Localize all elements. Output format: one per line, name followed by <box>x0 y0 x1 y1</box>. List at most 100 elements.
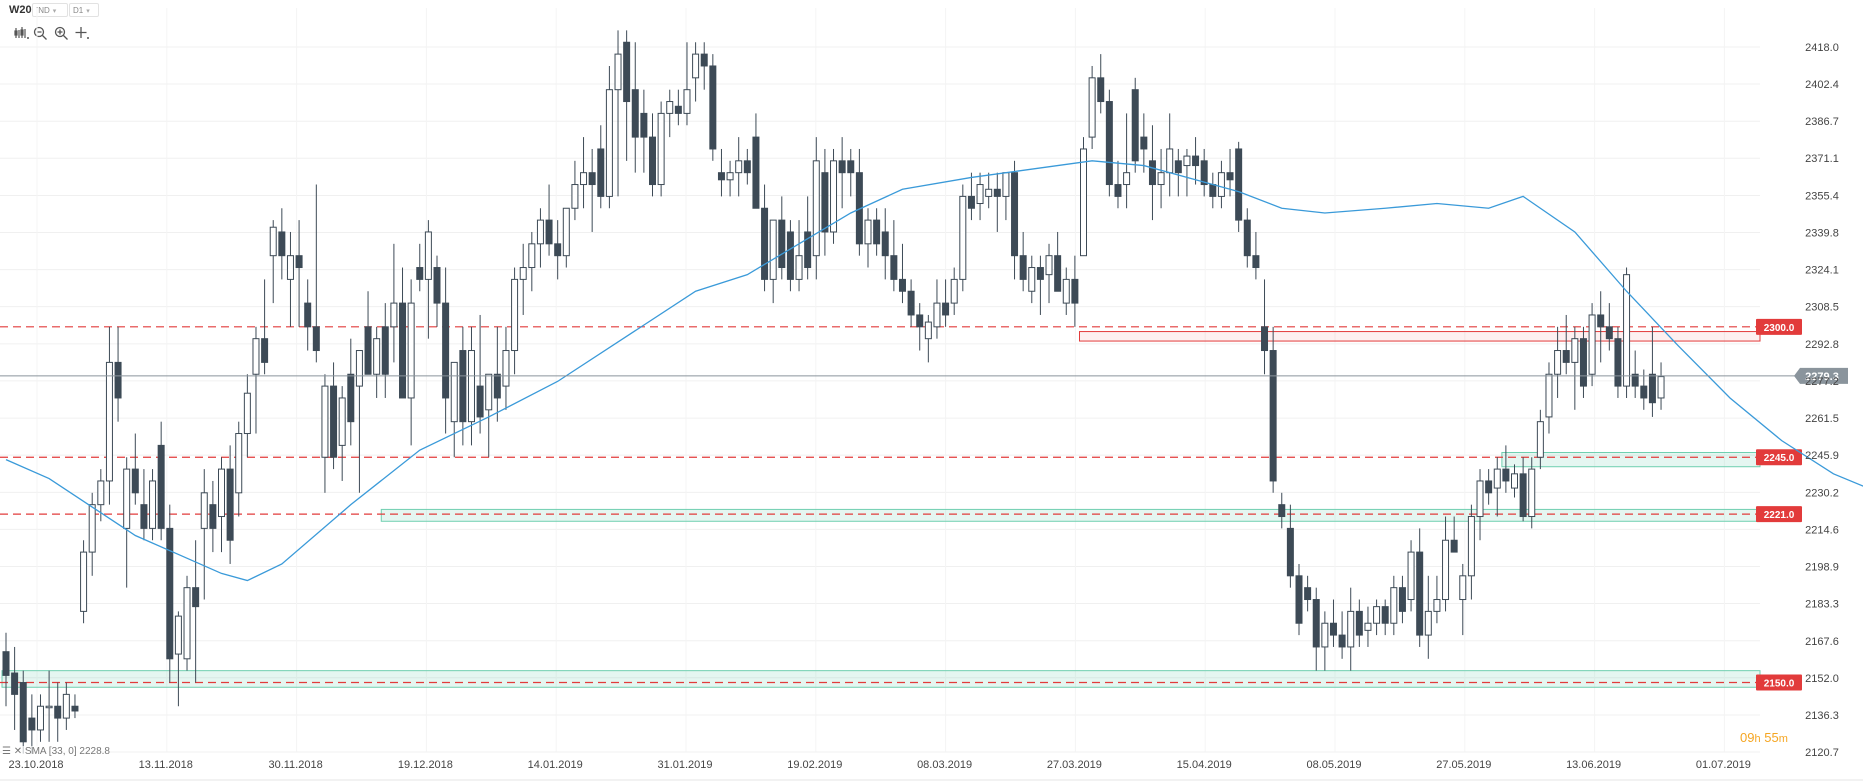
candle-body <box>442 302 450 399</box>
candle-body <box>373 338 381 375</box>
candle-body <box>1114 184 1122 197</box>
interval-select[interactable]: D1 ▾ <box>69 3 99 17</box>
candle <box>1166 113 1174 197</box>
candle <box>657 101 665 197</box>
candle-body <box>476 385 484 418</box>
zone-box <box>380 508 1761 522</box>
candle <box>235 421 243 517</box>
y-tick-label: 2183.3 <box>1805 599 1839 611</box>
candle <box>1519 457 1527 522</box>
candle-body <box>1209 184 1217 197</box>
candle-body <box>54 705 62 719</box>
y-axis: 2418.0 2402.4 2386.7 2371.1 2355.4 2339.8 2324… <box>1805 42 1839 759</box>
candle <box>1536 409 1544 470</box>
candle <box>218 457 225 553</box>
candle <box>864 208 872 268</box>
candle <box>381 303 389 398</box>
countdown-hours: 09 <box>1740 730 1755 745</box>
candle <box>804 196 812 280</box>
indicators-icon[interactable] <box>14 26 30 40</box>
candle-body <box>1174 160 1182 174</box>
interval-select-value: D1 <box>73 6 84 15</box>
candle <box>62 682 70 730</box>
candle-body <box>1424 610 1432 636</box>
candle <box>1088 65 1096 149</box>
candle-body <box>942 302 950 316</box>
candle-body <box>959 195 967 280</box>
candle-body <box>295 255 303 269</box>
grid <box>0 8 1760 753</box>
candle <box>1554 326 1562 398</box>
candle <box>528 231 536 292</box>
candle <box>1097 54 1105 114</box>
candle <box>399 267 407 399</box>
candle <box>1579 326 1587 398</box>
candle <box>916 303 924 351</box>
candle-body <box>226 468 234 541</box>
candle-body <box>174 615 182 655</box>
candle-body <box>588 172 596 186</box>
candle-body <box>278 231 286 257</box>
candle-body <box>1252 255 1260 269</box>
candle-body <box>1235 148 1243 221</box>
candle <box>1467 504 1475 600</box>
candle <box>562 207 570 268</box>
sma-indicator-label[interactable]: ☰ ✕ SMA [33, 0] 2228.8 <box>2 746 110 757</box>
candle <box>614 30 622 197</box>
candle-body <box>140 504 148 529</box>
candle <box>28 694 36 754</box>
candle <box>321 374 329 493</box>
crosshair-icon[interactable] <box>74 26 90 40</box>
candle-body <box>907 290 915 316</box>
candle-body <box>1071 278 1079 304</box>
zoom-in-icon[interactable] <box>54 26 70 40</box>
candle <box>192 540 200 683</box>
candle <box>36 694 44 742</box>
candle <box>1226 148 1234 197</box>
candle <box>467 326 475 446</box>
candle <box>114 326 122 422</box>
candle-body <box>580 172 588 186</box>
candle-body <box>1028 267 1036 292</box>
candle-body <box>950 278 958 304</box>
candle-body <box>1467 516 1475 577</box>
candle <box>424 220 432 339</box>
x-tick-label: 13.06.2019 <box>1566 759 1621 771</box>
candle <box>571 160 579 221</box>
candle <box>312 184 320 363</box>
candle <box>149 469 157 541</box>
y-tick-label: 2230.2 <box>1805 487 1839 499</box>
candle <box>80 540 88 624</box>
candle-body <box>1278 504 1286 518</box>
candle-body <box>726 172 734 181</box>
candle-body <box>605 89 613 197</box>
candle <box>442 267 450 434</box>
countdown-hours-unit: h <box>1754 733 1761 745</box>
candle <box>261 279 269 375</box>
candle <box>692 42 700 102</box>
candle <box>183 575 191 671</box>
candle <box>752 113 760 209</box>
market-select[interactable]: IND ▾ <box>32 3 68 17</box>
candle-body <box>649 136 656 186</box>
candle-body <box>1597 314 1605 328</box>
symbol-label[interactable]: W20 <box>9 4 32 16</box>
candle <box>1407 540 1415 612</box>
candle-body <box>36 705 44 731</box>
candle <box>519 243 527 315</box>
candle <box>536 208 544 268</box>
candle <box>433 255 441 327</box>
candle-body <box>1123 172 1131 186</box>
candle-body <box>1623 274 1631 387</box>
candle <box>1605 303 1613 351</box>
candle-body <box>1226 172 1234 181</box>
candle <box>54 682 62 742</box>
candle-body <box>1088 77 1096 138</box>
candle <box>485 373 493 458</box>
candle-body <box>261 338 269 363</box>
candle <box>1062 267 1070 315</box>
candle <box>1183 148 1191 197</box>
candle-body <box>700 53 708 67</box>
candle <box>407 279 415 446</box>
